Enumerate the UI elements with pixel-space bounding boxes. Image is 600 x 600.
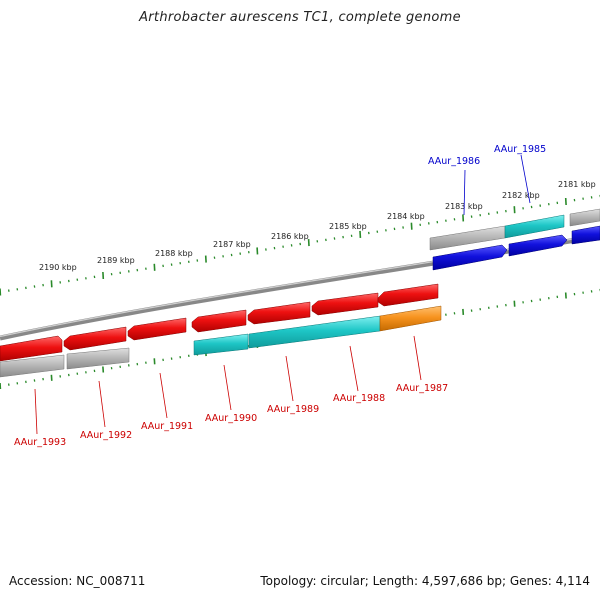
gene-feature-red-aaur-1987[interactable] bbox=[377, 283, 439, 307]
gene-feature-blue-aaur-1985[interactable] bbox=[508, 234, 568, 257]
gene-feature-orange[interactable] bbox=[379, 305, 442, 332]
reverse-strand-row-1 bbox=[0, 283, 439, 362]
gene-feature-red-aaur-1992[interactable] bbox=[63, 326, 127, 351]
ruler-label-2187: 2187 kbp bbox=[213, 240, 251, 249]
gene-label-aaur-1991[interactable]: AAur_1991 bbox=[141, 421, 193, 432]
gene-feature-blue[interactable] bbox=[571, 225, 600, 245]
gene-label-aaur-1993[interactable]: AAur_1993 bbox=[14, 437, 66, 448]
gene-feature-gray[interactable] bbox=[569, 208, 600, 227]
ruler-label-2184: 2184 kbp bbox=[387, 212, 425, 221]
leader-aaur-1992 bbox=[98, 380, 106, 428]
gene-feature-blue-aaur-1986[interactable] bbox=[432, 244, 508, 271]
gene-label-aaur-1989[interactable]: AAur_1989 bbox=[267, 404, 319, 415]
forward-strand-row-1 bbox=[429, 208, 600, 251]
ruler-label-2181: 2181 kbp bbox=[558, 180, 596, 189]
ruler-label-2182: 2182 kbp bbox=[502, 191, 540, 200]
gene-feature-red-aaur-1993[interactable] bbox=[0, 335, 63, 362]
gene-feature-cyan[interactable] bbox=[193, 333, 249, 356]
leader-aaur-1990 bbox=[223, 364, 232, 411]
ruler-label-2188: 2188 kbp bbox=[155, 249, 193, 258]
gene-feature-red-aaur-1989[interactable] bbox=[247, 301, 311, 325]
gene-feature-gray[interactable] bbox=[0, 354, 65, 378]
gene-feature-gray[interactable] bbox=[66, 347, 130, 370]
gene-label-aaur-1988[interactable]: AAur_1988 bbox=[333, 393, 385, 404]
leader-aaur-1987 bbox=[413, 335, 422, 381]
gene-label-aaur-1986[interactable]: AAur_1986 bbox=[428, 156, 480, 167]
upper-tick-track bbox=[0, 194, 600, 296]
reverse-strand-row-2 bbox=[0, 305, 442, 378]
gene-feature-red-aaur-1990[interactable] bbox=[191, 309, 247, 333]
ruler-label-2190: 2190 kbp bbox=[39, 263, 77, 272]
leader-aaur-1988 bbox=[349, 345, 359, 392]
gene-label-aaur-1990[interactable]: AAur_1990 bbox=[205, 413, 257, 424]
ruler-label-2189: 2189 kbp bbox=[97, 256, 135, 265]
forward-strand-row-2 bbox=[432, 225, 600, 271]
leader-aaur-1991 bbox=[159, 372, 168, 419]
leader-aaur-1986 bbox=[463, 169, 466, 216]
gene-feature-red-aaur-1991[interactable] bbox=[127, 317, 187, 341]
ruler-label-2186: 2186 kbp bbox=[271, 232, 309, 241]
leader-aaur-1985 bbox=[520, 154, 531, 204]
gene-feature-red-aaur-1988[interactable] bbox=[311, 292, 379, 316]
gene-label-aaur-1985[interactable]: AAur_1985 bbox=[494, 144, 546, 155]
map-title: Arthrobacter aurescens TC1, complete gen… bbox=[139, 10, 461, 25]
gene-label-aaur-1987[interactable]: AAur_1987 bbox=[396, 383, 448, 394]
leader-aaur-1993 bbox=[34, 388, 38, 435]
leader-aaur-1989 bbox=[285, 355, 294, 402]
gene-feature-cyan-aaur-1985[interactable] bbox=[504, 214, 565, 239]
genome-summary-text: Topology: circular; Length: 4,597,686 bp… bbox=[260, 574, 590, 588]
accession-text: Accession: NC_008711 bbox=[9, 574, 146, 588]
ruler-label-2185: 2185 kbp bbox=[329, 222, 367, 231]
gene-label-aaur-1992[interactable]: AAur_1992 bbox=[80, 430, 132, 441]
